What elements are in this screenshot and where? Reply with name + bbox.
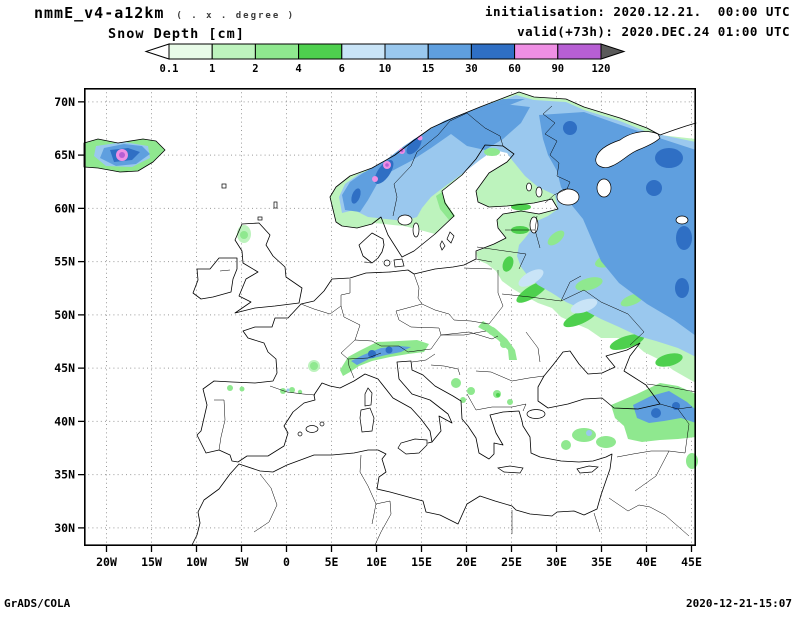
sea-of-marmara	[526, 409, 546, 419]
x-tick-label: 25E	[501, 555, 522, 569]
creation-timestamp: 2020-12-21-15:07	[686, 597, 792, 610]
colorbar-tick-label: 6	[339, 63, 345, 75]
lake-ladoga	[556, 188, 580, 206]
grads-credit: GrADS/COLA	[4, 597, 71, 610]
colorbar-tick-label: 90	[551, 63, 564, 75]
white-sea	[595, 131, 661, 168]
lake-peipus	[529, 216, 539, 234]
finnish-lakes	[526, 182, 532, 192]
map-panel: 20W 15W 10W 5W 0 5E 10E 15E 20E 25E 30E 35E 40E 45E 70…	[54, 88, 702, 569]
y-tick-label: 55N	[54, 255, 75, 269]
x-tick-label: 5W	[235, 555, 249, 569]
colorbar-tick-label: 30	[465, 63, 478, 75]
y-tick-label: 30N	[54, 521, 75, 535]
x-tick-label: 0	[283, 555, 290, 569]
y-tick-label: 35N	[54, 468, 75, 482]
ireland-coast	[192, 257, 238, 300]
colorbar-tick-label: 60	[508, 63, 521, 75]
model-subtitle: ( . x . degree )	[176, 11, 296, 21]
x-tick-label: 10E	[366, 555, 387, 569]
lake-vanern	[397, 214, 413, 226]
y-tick-label: 65N	[54, 148, 75, 162]
colorbar-segment	[254, 43, 300, 60]
crete-island	[497, 465, 524, 474]
lake-onega	[596, 178, 612, 198]
field-title: Snow Depth [cm]	[108, 26, 245, 42]
x-tick-label: 20E	[456, 555, 477, 569]
colorbar-segment	[168, 43, 213, 60]
country-borders	[214, 105, 697, 546]
colorbar-tick-label: 10	[379, 63, 392, 75]
great-britain-coast	[234, 222, 303, 314]
y-tick-label: 45N	[54, 361, 75, 375]
y-tick-label: 40N	[54, 414, 75, 428]
black-sea-coast	[537, 342, 661, 410]
initialisation-time: initialisation: 2020.12.21. 00:00 UTC	[485, 4, 790, 19]
x-tick-label: 15W	[141, 555, 162, 569]
x-tick-label: 15E	[411, 555, 432, 569]
atlantic-mediterranean-coast	[196, 271, 433, 463]
x-tick-label: 10W	[186, 555, 207, 569]
colorbar-svg: 0.1 1 2 4 6 10 15 30 60 90 120	[144, 43, 626, 75]
sardinia-island	[359, 407, 375, 433]
x-tick-label: 5E	[325, 555, 339, 569]
colorbar-segment	[427, 43, 472, 60]
scandinavia-arctic-coast	[329, 91, 697, 258]
colorbar-segment	[557, 43, 602, 60]
oland-island	[439, 240, 446, 251]
sicily-island	[397, 438, 428, 455]
axes: 20W 15W 10W 5W 0 5E 10E 15E 20E 25E 30E 35E 40E 45E 70…	[54, 95, 702, 569]
colorbar-tick-label: 15	[422, 63, 435, 75]
gotland-island	[446, 231, 455, 244]
x-tick-label: 30E	[546, 555, 567, 569]
europe-map: 20W 15W 10W 5W 0 5E 10E 15E 20E 25E 30E 35E 40E 45E 70…	[54, 88, 702, 569]
rybinsk-reservoir	[675, 215, 689, 225]
coastlines	[83, 91, 697, 546]
finnish-lakes	[535, 186, 543, 198]
colorbar-right-arrow	[600, 43, 626, 60]
menorca-island	[319, 421, 325, 427]
y-tick-label: 60N	[54, 201, 75, 215]
zealand-island	[393, 258, 405, 268]
colorbar-tick-label: 0.1	[160, 63, 179, 75]
mallorca-island	[305, 425, 319, 433]
colorbar-segment	[211, 43, 256, 60]
iceland-coast	[83, 138, 166, 173]
lake-vattern	[412, 222, 420, 238]
corsica-island	[364, 387, 373, 407]
valid-time: valid(+73h): 2020.DEC.24 01:00 UTC	[517, 24, 790, 39]
y-tick-label: 50N	[54, 308, 75, 322]
x-tick-label: 20W	[96, 555, 117, 569]
shetland-islands	[273, 201, 278, 209]
ibiza-island	[297, 431, 303, 437]
colorbar-segment	[470, 43, 516, 60]
colorbar-tick-label: 2	[252, 63, 258, 75]
x-tick-label: 35E	[591, 555, 612, 569]
fyn-island	[383, 259, 391, 267]
colorbar-tick-label: 120	[592, 63, 611, 75]
model-title: nmmE_v4-a12km	[34, 4, 165, 22]
title-row: nmmE_v4-a12km ( . x . degree )	[34, 4, 295, 22]
cyprus-island	[576, 465, 599, 474]
adriatic-aegean-levant-africa-coast	[191, 360, 613, 546]
colorbar-left-arrow	[144, 43, 170, 60]
colorbar-tick-label: 4	[295, 63, 301, 75]
orkney-islands	[257, 216, 263, 221]
colorbar-segment	[384, 43, 429, 60]
x-tick-label: 40E	[636, 555, 657, 569]
colorbar-segment	[341, 43, 386, 60]
baltic-coast	[389, 144, 559, 275]
colorbar: 0.1 1 2 4 6 10 15 30 60 90 120	[144, 43, 626, 76]
colorbar-segment	[514, 43, 559, 60]
colorbar-tick-label: 1	[209, 63, 215, 75]
y-tick-label: 70N	[54, 95, 75, 109]
x-tick-label: 45E	[681, 555, 702, 569]
colorbar-segment	[298, 43, 343, 60]
water-bodies	[397, 131, 689, 419]
faroe-islands	[221, 183, 227, 189]
map-frame	[84, 88, 697, 546]
denmark-coast	[358, 232, 385, 264]
